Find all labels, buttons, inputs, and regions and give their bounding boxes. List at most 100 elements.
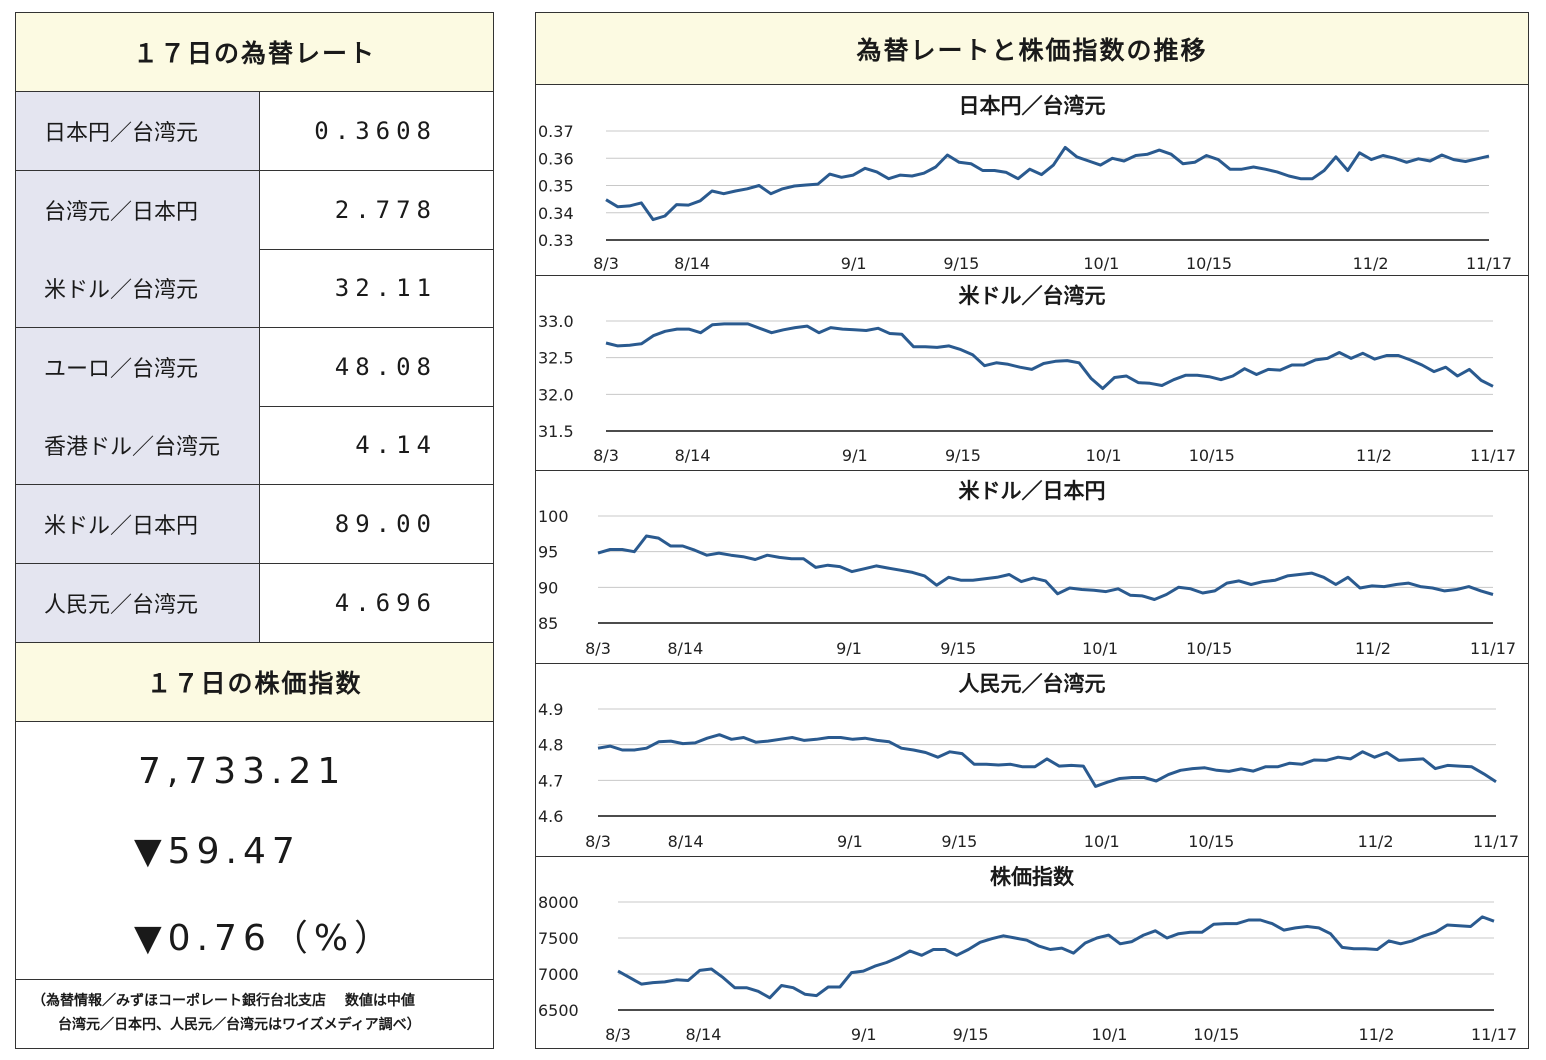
rate-name: 香港ドル／台湾元 bbox=[16, 406, 260, 485]
series-line bbox=[597, 733, 1497, 788]
x-tick-label: 10/1 bbox=[1082, 639, 1118, 658]
x-tick-label: 8/3 bbox=[593, 446, 619, 465]
x-tick-label: 9/1 bbox=[842, 446, 868, 465]
y-tick-label: 90 bbox=[538, 578, 558, 597]
rate-value: 4.696 bbox=[334, 588, 437, 617]
source-note: （為替情報／みずほコーポレート銀行台北支店 数値は中値 台湾元／日本円、人民元／… bbox=[16, 979, 493, 1050]
x-tick-label: 9/15 bbox=[940, 639, 976, 658]
y-tick-label: 95 bbox=[538, 543, 558, 562]
x-tick-label: 11/2 bbox=[1356, 446, 1392, 465]
rate-value: 0.3608 bbox=[314, 117, 437, 145]
chart-svg: 31.5 32.0 32.5 33.0 8/3 8/14 9/1 9/15 10/1 10/15 1… bbox=[538, 312, 1516, 465]
rate-row: 香港ドル／台湾元 4.14 bbox=[16, 406, 493, 486]
x-tick-label: 8/14 bbox=[685, 1025, 721, 1044]
y-tick-label: 4.8 bbox=[538, 736, 563, 755]
x-tick-label: 10/15 bbox=[1189, 446, 1235, 465]
y-tick-label: 4.9 bbox=[538, 700, 563, 719]
series-line bbox=[617, 915, 1495, 1000]
stock-change-pct: ▼0.76（%） bbox=[134, 918, 397, 959]
x-tick-label: 10/1 bbox=[1091, 1025, 1127, 1044]
y-tick-label: 6500 bbox=[538, 1001, 579, 1020]
x-tick-label: 11/2 bbox=[1355, 639, 1391, 658]
x-tick-label: 8/3 bbox=[585, 639, 611, 658]
rate-row: 米ドル／台湾元 32.11 bbox=[16, 249, 493, 329]
x-tick-label: 9/1 bbox=[851, 1025, 877, 1044]
y-tick-label: 7500 bbox=[538, 929, 579, 948]
chart-title: 人民元／台湾元 bbox=[958, 672, 1106, 696]
y-tick-label: 100 bbox=[538, 507, 569, 526]
stock-title: １７日の株価指数 bbox=[16, 643, 493, 722]
y-tick-label: 8000 bbox=[538, 893, 579, 912]
rate-row: 日本円／台湾元 0.3608 bbox=[16, 92, 493, 171]
series-line bbox=[605, 145, 1490, 222]
y-tick-label: 32.5 bbox=[538, 349, 574, 368]
x-tick-label: 10/15 bbox=[1188, 832, 1234, 851]
x-tick-label: 11/17 bbox=[1473, 832, 1519, 851]
x-tick-label: 9/15 bbox=[941, 832, 977, 851]
y-tick-label: 7000 bbox=[538, 965, 579, 984]
chart-separator bbox=[536, 663, 1528, 664]
y-tick-label: 0.33 bbox=[538, 231, 574, 250]
rate-value: 89.00 bbox=[334, 510, 437, 538]
rate-name: 米ドル／台湾元 bbox=[16, 249, 260, 328]
x-tick-label: 10/1 bbox=[1086, 446, 1122, 465]
rates-panel: １７日の為替レート 日本円／台湾元 0.3608 台湾元／日本円 2.778 米ドル／台… bbox=[15, 12, 494, 1049]
trends-title: 為替レートと株価指数の推移 bbox=[536, 13, 1528, 85]
y-tick-label: 31.5 bbox=[538, 422, 574, 441]
series-line bbox=[605, 322, 1494, 390]
x-tick-label: 11/2 bbox=[1353, 254, 1389, 273]
rate-value: 4.14 bbox=[355, 431, 437, 460]
x-tick-label: 10/1 bbox=[1084, 832, 1120, 851]
x-tick-label: 10/1 bbox=[1083, 254, 1119, 273]
series-line bbox=[597, 534, 1494, 601]
x-tick-label: 8/3 bbox=[585, 832, 611, 851]
rate-name: 米ドル／日本円 bbox=[16, 485, 260, 563]
rate-row: 米ドル／日本円 89.00 bbox=[16, 485, 493, 564]
chart-title: 米ドル／台湾元 bbox=[958, 284, 1106, 308]
y-tick-label: 85 bbox=[538, 614, 558, 633]
x-tick-label: 9/15 bbox=[945, 446, 981, 465]
rate-value: 32.11 bbox=[334, 274, 437, 303]
rate-row: 台湾元／日本円 2.778 bbox=[16, 170, 493, 250]
y-tick-label: 33.0 bbox=[538, 312, 574, 331]
x-tick-label: 10/15 bbox=[1186, 639, 1232, 658]
rate-name: 日本円／台湾元 bbox=[16, 92, 260, 170]
source-note-line2: 台湾元／日本円、人民元／台湾元はワイズメディア調べ） bbox=[58, 1017, 421, 1033]
y-tick-label: 0.34 bbox=[538, 204, 574, 223]
x-tick-label: 9/15 bbox=[943, 254, 979, 273]
chart-svg: 0.33 0.34 0.35 0.36 0.37 8/3 8/14 9/1 9/15 10/1 10… bbox=[538, 122, 1512, 273]
y-tick-label: 0.37 bbox=[538, 122, 574, 141]
rates-title: １７日の為替レート bbox=[16, 13, 493, 92]
x-tick-label: 9/1 bbox=[841, 254, 867, 273]
chart-svg: 6500 7000 7500 8000 8/3 8/14 9/1 9/15 10/1 10/15 1… bbox=[538, 893, 1517, 1044]
x-tick-label: 10/15 bbox=[1186, 254, 1232, 273]
chart-svg: 85 90 95 100 8/3 8/14 9/1 9/15 10/1 10/15 11/2 11/1… bbox=[538, 507, 1516, 658]
chart-separator bbox=[536, 856, 1528, 857]
chart-svg: 4.6 4.7 4.8 4.9 8/3 8/14 9/1 9/15 10/1 10/15 11/2 1… bbox=[538, 700, 1519, 851]
x-tick-label: 11/17 bbox=[1466, 254, 1512, 273]
chart-title: 米ドル／日本円 bbox=[958, 479, 1106, 503]
x-tick-label: 8/14 bbox=[675, 446, 711, 465]
rate-name: 人民元／台湾元 bbox=[16, 563, 260, 642]
chart-separator bbox=[536, 470, 1528, 471]
rate-name: ユーロ／台湾元 bbox=[16, 327, 260, 406]
rate-row: ユーロ／台湾元 48.08 bbox=[16, 327, 493, 407]
x-tick-label: 11/2 bbox=[1358, 832, 1394, 851]
source-note-line1: （為替情報／みずほコーポレート銀行台北支店 数値は中値 bbox=[32, 993, 415, 1009]
x-tick-label: 11/17 bbox=[1470, 639, 1516, 658]
chart-title: 日本円／台湾元 bbox=[958, 94, 1106, 118]
rate-name: 台湾元／日本円 bbox=[16, 170, 260, 249]
chart-separator bbox=[536, 275, 1528, 276]
x-tick-label: 8/14 bbox=[667, 639, 703, 658]
y-tick-label: 4.6 bbox=[538, 807, 563, 826]
stock-value: 7,733.21 bbox=[138, 751, 347, 792]
x-tick-label: 11/17 bbox=[1471, 1025, 1517, 1044]
x-tick-label: 8/3 bbox=[605, 1025, 631, 1044]
chart-title: 株価指数 bbox=[990, 865, 1074, 889]
trends-panel: 為替レートと株価指数の推移 日本円／台湾元 0.33 0.34 0.35 0.36 0.3… bbox=[535, 12, 1529, 1049]
y-tick-label: 0.36 bbox=[538, 149, 574, 168]
rate-row: 人民元／台湾元 4.696 bbox=[16, 563, 493, 643]
y-tick-label: 4.7 bbox=[538, 771, 563, 790]
y-tick-label: 0.35 bbox=[538, 177, 574, 196]
x-tick-label: 8/14 bbox=[674, 254, 710, 273]
